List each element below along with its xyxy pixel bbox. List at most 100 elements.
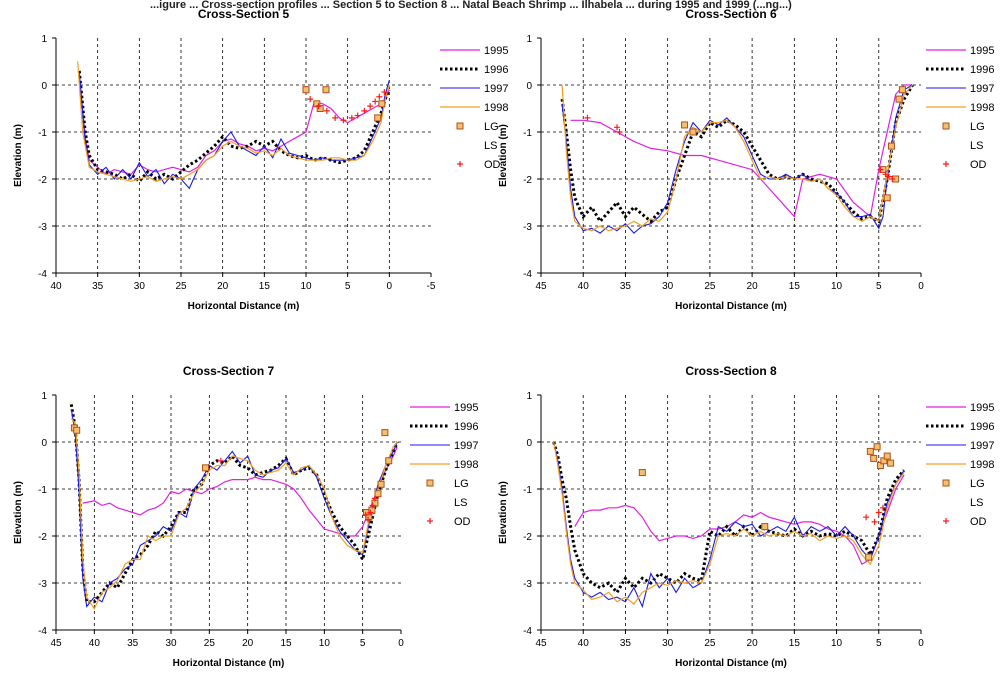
x-tick-label: -5 xyxy=(427,281,436,292)
marker-lg xyxy=(865,553,873,561)
legend-item-OD: OD xyxy=(943,516,987,528)
legend-label: 1998 xyxy=(970,459,994,471)
chart-panel-3: Cross-Section 745 40 35 30 25 20 15 10 5 010-1-2-… xyxy=(13,364,478,669)
chart-panel-2: Cross-Section 645 40 35 30 25 20 15 10 5 010-1-2-… xyxy=(498,7,994,312)
marker-lg xyxy=(873,443,881,451)
x-tick-label: 25 xyxy=(204,638,216,649)
x-tick-label: 45 xyxy=(50,638,62,649)
marker-lg xyxy=(883,452,891,460)
legend-item-1997: 1997 xyxy=(410,440,478,452)
y-tick-label: -1 xyxy=(38,485,47,496)
chart-title: Cross-Section 5 xyxy=(198,7,290,21)
x-tick-label: 30 xyxy=(662,281,674,292)
marker-od xyxy=(315,103,322,110)
y-tick-label: -2 xyxy=(523,175,532,186)
y-tick-label: -3 xyxy=(38,579,47,590)
marker-lg xyxy=(368,506,376,514)
x-tick-label: 0 xyxy=(918,638,924,649)
legend-label: LS xyxy=(484,140,497,152)
marker-lg xyxy=(374,114,382,122)
marker-od xyxy=(307,96,314,103)
x-tick-label: 15 xyxy=(789,638,801,649)
y-tick-label: -3 xyxy=(38,222,47,233)
series-line-1995 xyxy=(78,75,390,176)
legend-item-LG: LG xyxy=(942,478,985,490)
y-tick-label: 1 xyxy=(526,34,532,45)
legend-item-LS: LS xyxy=(970,140,983,152)
marker-od xyxy=(381,89,388,96)
legend-label: 1996 xyxy=(970,421,994,433)
x-tick-label: 25 xyxy=(175,281,187,292)
legend-item-1995: 1995 xyxy=(440,45,508,57)
y-tick-label: -2 xyxy=(38,532,47,543)
chart-title: Cross-Section 7 xyxy=(183,364,275,378)
marker-od xyxy=(367,103,374,110)
marker-lg xyxy=(887,459,895,467)
legend-label: OD xyxy=(970,516,987,528)
marker-lg xyxy=(887,142,895,150)
legend-label: 1997 xyxy=(970,440,994,452)
x-tick-label: 0 xyxy=(387,281,393,292)
series-line-1997 xyxy=(561,84,913,234)
marker-od xyxy=(323,107,330,114)
x-tick-label: 10 xyxy=(831,281,843,292)
x-tick-label: 30 xyxy=(165,638,177,649)
x-tick-label: 25 xyxy=(704,638,716,649)
marker-od xyxy=(875,509,882,516)
x-tick-label: 0 xyxy=(918,281,924,292)
marker-od xyxy=(367,509,374,516)
y-tick-label: -4 xyxy=(523,269,532,280)
legend-item-1996: 1996 xyxy=(440,64,508,76)
legend-label: 1996 xyxy=(970,64,994,76)
marker-lg xyxy=(316,105,324,112)
legend-label: 1997 xyxy=(484,83,508,95)
legend-item-OD: OD xyxy=(427,516,471,528)
marker-od xyxy=(340,117,347,124)
x-tick-label: 40 xyxy=(50,281,62,292)
x-tick-label: 20 xyxy=(747,638,759,649)
legend-label: 1997 xyxy=(454,440,478,452)
legend-item-1998: 1998 xyxy=(440,102,508,114)
y-tick-label: -1 xyxy=(38,128,47,139)
y-axis-label: Elevation (m) xyxy=(498,124,509,187)
series-line-1998 xyxy=(553,441,905,605)
marker-lg xyxy=(374,490,382,498)
x-tick-label: 45 xyxy=(535,281,547,292)
legend-label: LG xyxy=(484,121,499,133)
x-tick-label: 5 xyxy=(360,638,366,649)
marker-lg xyxy=(681,121,689,129)
marker-lg xyxy=(866,447,874,455)
x-tick-label: 40 xyxy=(89,638,101,649)
y-tick-label: -4 xyxy=(38,269,47,280)
legend-label: 1995 xyxy=(970,402,994,414)
legend-item-1996: 1996 xyxy=(410,421,478,433)
legend-label: OD xyxy=(484,159,501,171)
series-line-1997 xyxy=(70,409,398,608)
marker-lg xyxy=(883,194,891,202)
chart-title: Cross-Section 6 xyxy=(685,7,777,21)
y-tick-label: -4 xyxy=(523,626,532,637)
marker-lg xyxy=(761,523,769,531)
legend-item-1995: 1995 xyxy=(410,402,478,414)
marker-od xyxy=(362,511,369,518)
legend-label: 1996 xyxy=(454,421,478,433)
x-tick-label: 5 xyxy=(876,638,882,649)
legend-label: 1995 xyxy=(484,45,508,57)
series-line-1995 xyxy=(570,84,913,218)
y-tick-label: -3 xyxy=(523,222,532,233)
legend-item-1997: 1997 xyxy=(440,83,508,95)
marker-od xyxy=(871,518,878,525)
legend-label: LG xyxy=(970,478,985,490)
marker-lg xyxy=(638,469,646,477)
marker-lg xyxy=(302,86,310,94)
legend-item-1998: 1998 xyxy=(926,459,994,471)
legend-swatch xyxy=(426,479,434,487)
series-line-1997 xyxy=(78,73,390,190)
legend-label: 1996 xyxy=(484,64,508,76)
y-tick-label: 1 xyxy=(526,391,532,402)
marker-od xyxy=(877,166,884,173)
y-tick-label: 1 xyxy=(41,391,47,402)
chart-panel-1: Cross-Section 540 35 30 25 20 15 10 5 0 -510-1-2-… xyxy=(13,7,508,312)
marker-od xyxy=(863,514,870,521)
